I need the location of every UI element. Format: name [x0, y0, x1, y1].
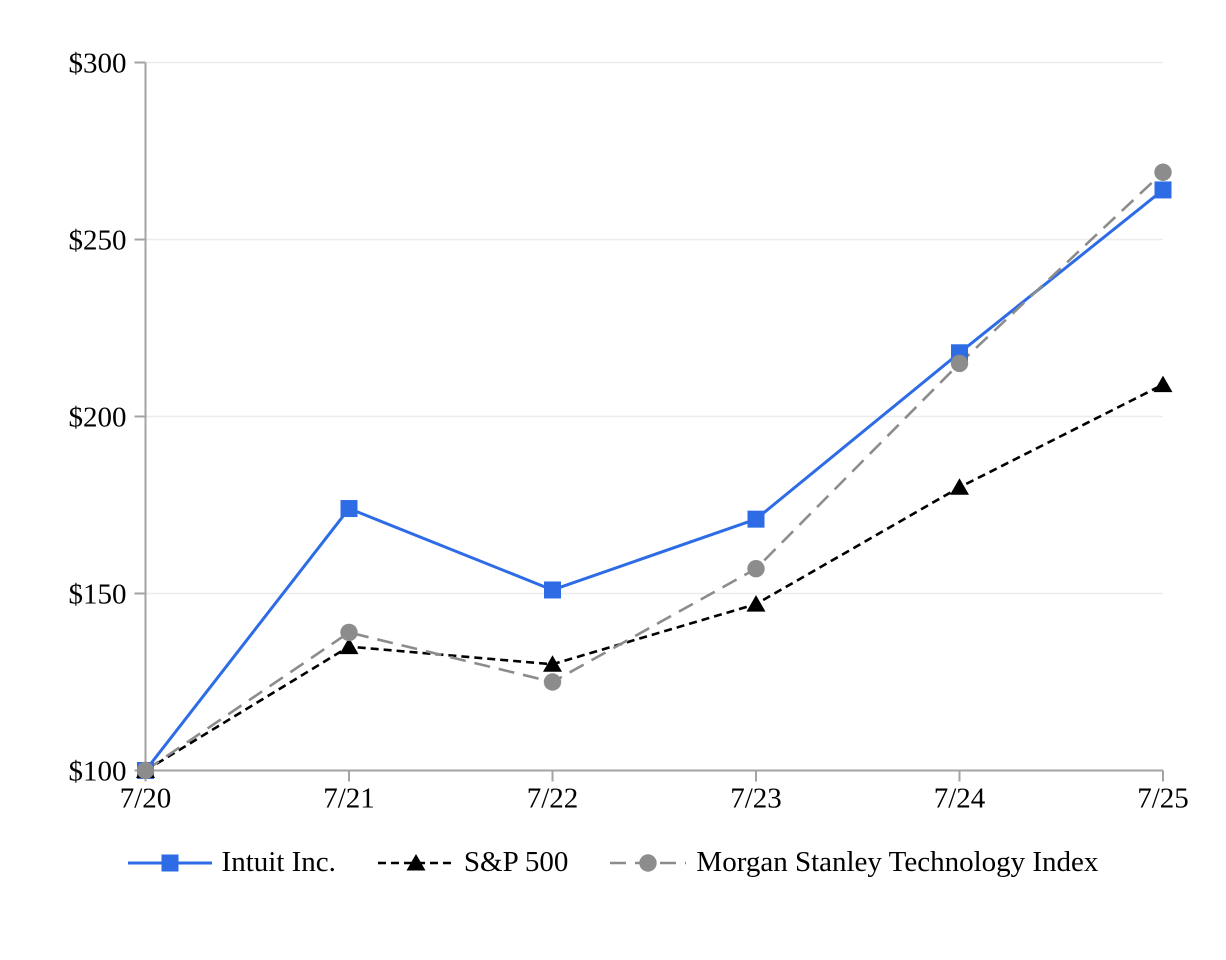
circle-marker-icon [639, 853, 658, 872]
y-tick-label: $250 [69, 225, 127, 257]
intuit-line-sample-icon [127, 854, 212, 871]
x-tick-label: 7/24 [934, 783, 986, 815]
data-point-marker [747, 560, 765, 578]
data-point-marker [1154, 163, 1172, 181]
data-point-marker [340, 623, 358, 642]
data-point-marker [543, 655, 562, 672]
legend-item-intuit: Intuit Inc. [127, 846, 336, 879]
data-point-marker [339, 637, 359, 655]
legend-item-sp500: S&P 500 [377, 846, 569, 879]
series-line-3 [144, 171, 1164, 772]
data-point-marker [544, 581, 561, 599]
ms-tech-line-sample-icon [610, 853, 687, 872]
square-marker-icon [161, 854, 179, 871]
series-line-2 [144, 383, 1164, 772]
data-point-marker [136, 761, 155, 780]
plot-area: $100 $150 $200 $250 $300 7/20 7/21 7/22 7/23 7/24… [69, 48, 1189, 815]
y-tick-label: $300 [69, 48, 127, 80]
y-tick-label: $150 [69, 579, 127, 611]
data-point-marker [746, 595, 766, 612]
chart-legend: Intuit Inc. S&P 500 Morgan Stanley Techn… [0, 846, 1226, 879]
data-point-marker [340, 500, 358, 518]
legend-label-sp500: S&P 500 [463, 846, 569, 878]
legend-item-ms-tech: Morgan Stanley Technology Index [610, 846, 1098, 879]
legend-label-ms-tech: Morgan Stanley Technology Index [696, 846, 1099, 878]
x-tick-label: 7/23 [730, 783, 782, 815]
data-point-marker [950, 354, 969, 373]
data-point-marker [747, 510, 765, 528]
data-point-marker [950, 478, 969, 495]
x-tick-label: 7/25 [1137, 783, 1189, 815]
triangle-marker-icon [406, 853, 426, 870]
data-point-marker [1154, 181, 1172, 199]
sp500-line-sample-icon [377, 853, 454, 870]
y-tick-label: $200 [69, 402, 127, 434]
y-tick-label: $100 [69, 756, 127, 788]
x-tick-label: 7/21 [323, 783, 375, 815]
legend-label-intuit: Intuit Inc. [221, 846, 336, 878]
data-point-marker [1153, 375, 1173, 393]
x-tick-label: 7/22 [527, 783, 579, 815]
x-tick-label: 7/20 [120, 783, 172, 815]
data-point-marker [543, 673, 562, 691]
series-line-1 [144, 188, 1164, 772]
